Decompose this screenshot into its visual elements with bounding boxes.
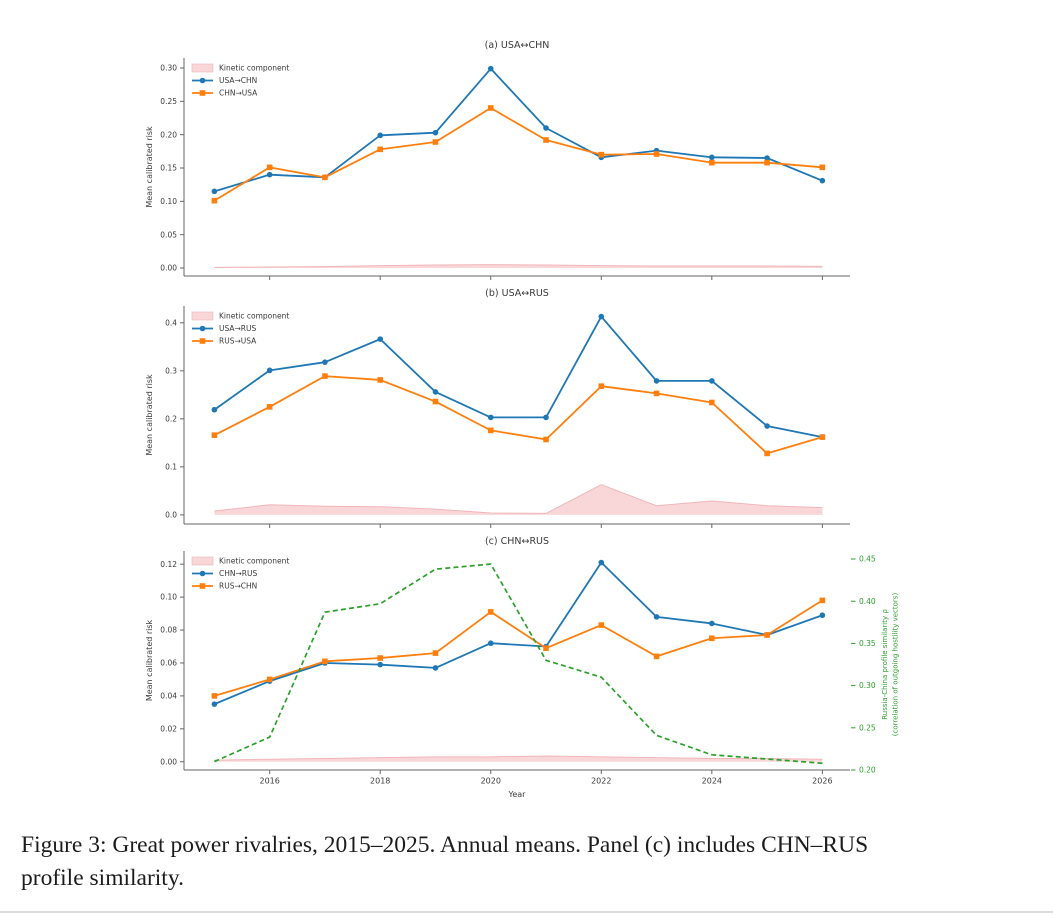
series-markers <box>211 105 826 204</box>
caption-line-1: Figure 3: Great power rivalries, 2015–20… <box>21 832 869 858</box>
legend: Kinetic component USA→RUS RUS→USA <box>191 311 289 346</box>
y-tick-label: 0.02 <box>160 724 177 733</box>
y-tick-label: 0.25 <box>160 97 177 106</box>
y-tick-label: 0.12 <box>160 560 177 569</box>
y-tick-label: 0.4 <box>165 318 177 327</box>
legend-label: USA→CHN <box>219 76 257 85</box>
series-markers <box>211 373 826 457</box>
legend-label: USA→RUS <box>219 324 257 333</box>
legend-label: Kinetic component <box>219 557 289 566</box>
kinetic-area <box>214 484 823 515</box>
series-markers <box>211 597 826 699</box>
legend-label: RUS→CHN <box>219 582 257 591</box>
right-tick-label: 0.40 <box>859 597 876 606</box>
x-axis-label: Year <box>508 790 527 799</box>
series-line <box>214 599 823 697</box>
right-tick-label: 0.25 <box>859 723 876 732</box>
y-tick-label: 0.04 <box>160 692 177 701</box>
legend: Kinetic component CHN→RUS RUS→CHN <box>191 556 289 591</box>
kinetic-area-edge <box>214 264 823 268</box>
legend-label: CHN→RUS <box>219 569 257 578</box>
right-tick-label: 0.20 <box>859 766 876 775</box>
y-tick-label: 0.10 <box>160 197 177 206</box>
y-tick-label: 0.0 <box>165 510 177 519</box>
y-tick-label: 0.1 <box>165 462 177 471</box>
y-tick-label: 0.06 <box>160 659 177 668</box>
y-tick-label: 0.2 <box>165 414 177 423</box>
x-tick-label: 2020 <box>481 777 501 786</box>
x-tick-label: 2016 <box>259 777 279 786</box>
x-tick-label: 2018 <box>370 777 390 786</box>
legend: Kinetic component USA→CHN CHN→USA <box>191 63 289 98</box>
y-tick-label: 0.20 <box>160 130 177 139</box>
figure-caption: Figure 3: Great power rivalries, 2015–20… <box>21 829 1043 895</box>
kinetic-area-edge <box>214 755 823 761</box>
legend-label: RUS→USA <box>219 337 257 346</box>
y-tick-label: 0.05 <box>160 230 177 239</box>
kinetic-area <box>214 756 823 762</box>
y-axis-label: Mean calibrated risk <box>145 374 154 456</box>
right-tick-label: 0.45 <box>859 555 876 564</box>
y-tick-label: 0.00 <box>160 264 177 273</box>
y-tick-label: 0.30 <box>160 64 177 73</box>
x-tick-label: 2024 <box>702 777 722 786</box>
series-line <box>214 67 823 193</box>
kinetic-area <box>214 264 823 268</box>
y-tick-label: 0.15 <box>160 164 177 173</box>
y-tick-label: 0.00 <box>160 757 177 766</box>
y-axis-label: Mean calibrated risk <box>145 126 154 208</box>
page-bottom-rule <box>0 911 1053 913</box>
legend-swatch-kinetic <box>191 63 214 73</box>
legend-swatch-kinetic <box>191 311 214 321</box>
right-axis-label: Russia-China profile similarity ρ <box>881 609 889 720</box>
y-tick-label: 0.08 <box>160 626 177 635</box>
y-tick-label: 0.10 <box>160 593 177 602</box>
right-tick-label: 0.30 <box>859 681 876 690</box>
series-markers <box>211 65 826 195</box>
series-markers <box>211 559 826 707</box>
series-line <box>213 375 823 455</box>
series-line <box>214 561 823 705</box>
legend-label: Kinetic component <box>219 312 289 321</box>
panel-a: 0.00 0.05 0.10 0.15 0.20 0.25 0.30 Mean calibra… <box>145 40 850 280</box>
kinetic-area-edge <box>214 484 823 514</box>
legend-swatch-kinetic <box>191 556 214 566</box>
x-tick-label: 2022 <box>591 777 611 786</box>
caption-line-2: profile similarity. <box>21 865 184 891</box>
panel-title: (a) USA↔CHN <box>485 40 550 51</box>
panel-c: 0.20 0.25 0.30 0.35 0.40 0.45 Russia-China pro… <box>145 536 900 799</box>
series-line <box>213 107 823 202</box>
panel-title: (c) CHN↔RUS <box>485 536 549 547</box>
legend-label: CHN→USA <box>219 89 258 98</box>
panel-b: 0.0 0.1 0.2 0.3 0.4 Mean calibrated risk (b) U… <box>145 288 850 528</box>
right-axis-sublabel: (correlation of outgoing hostility vecto… <box>892 593 900 737</box>
legend-label: Kinetic component <box>219 64 289 73</box>
y-axis-label: Mean calibrated risk <box>145 619 154 701</box>
panel-title: (b) USA↔RUS <box>485 288 549 299</box>
similarity-line <box>214 563 823 765</box>
right-tick-label: 0.35 <box>859 639 876 648</box>
x-tick-label: 2026 <box>812 777 832 786</box>
series-line <box>213 315 823 438</box>
figure-3-charts: 0.00 0.05 0.10 0.15 0.20 0.25 0.30 Mean calibra… <box>145 40 900 799</box>
y-tick-label: 0.3 <box>165 366 177 375</box>
